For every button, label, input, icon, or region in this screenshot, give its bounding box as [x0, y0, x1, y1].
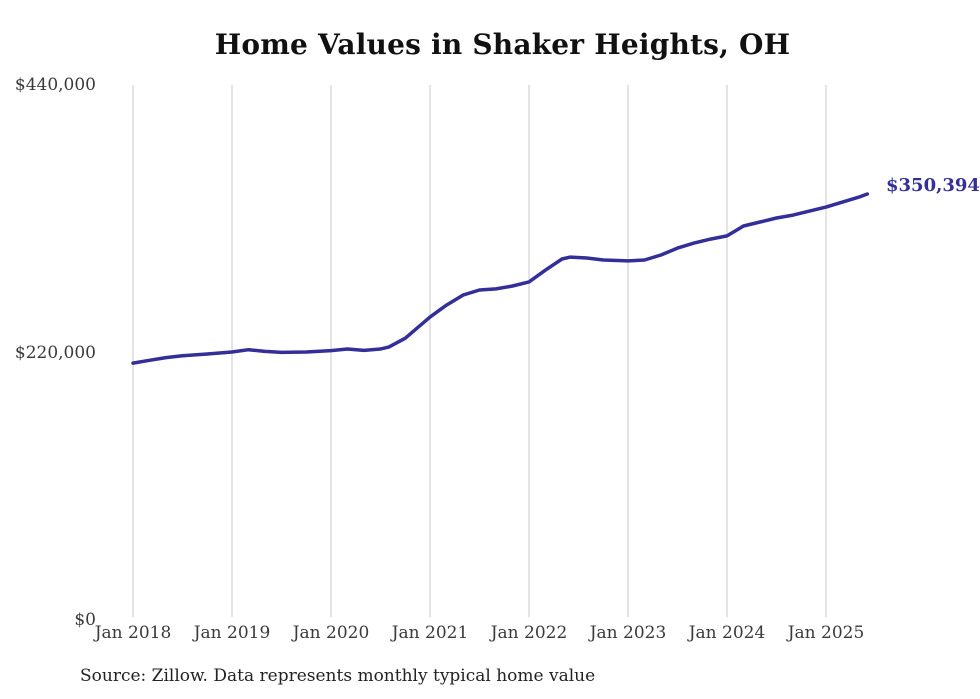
x-tick-label: Jan 2025 — [787, 623, 865, 643]
x-tick-label: Jan 2023 — [589, 623, 667, 643]
x-tick-label: Jan 2018 — [94, 623, 172, 643]
home-value-line — [131, 192, 870, 365]
current-value-label: $350,394 — [886, 175, 980, 196]
source-note: Source: Zillow. Data represents monthly … — [80, 666, 596, 686]
x-tick-label: Jan 2020 — [292, 623, 370, 643]
x-tick-label: Jan 2022 — [490, 623, 568, 643]
y-tick-label: $440,000 — [14, 75, 96, 95]
y-tick-label: $220,000 — [14, 342, 96, 363]
x-tick-label: Jan 2024 — [688, 623, 766, 643]
x-tick-label: Jan 2021 — [391, 623, 469, 643]
chart-title: Home Values in Shaker Heights, OH — [214, 28, 791, 61]
x-tick-label: Jan 2019 — [193, 623, 271, 643]
y-tick-label: $0 — [74, 610, 96, 630]
